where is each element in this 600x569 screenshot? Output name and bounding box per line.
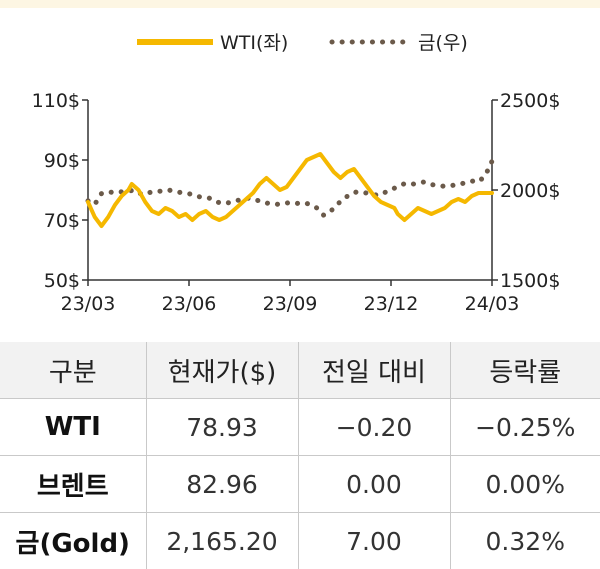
left-tick-label: 50$ [44, 270, 80, 292]
row-change: −0.20 [298, 399, 450, 456]
price-chart: WTI(좌) 금(우) 110$ 90$ 70$ 50$ 2500$ 2000$ 1500… [0, 8, 600, 338]
x-tick-label: 24/03 [465, 293, 520, 315]
x-axis-ticks: 23/03 23/06 23/09 23/12 24/03 [61, 280, 520, 315]
axes [88, 100, 492, 280]
left-tick-label: 110$ [32, 90, 80, 112]
right-tick-label: 2500$ [500, 90, 560, 112]
x-tick-label: 23/12 [364, 293, 419, 315]
header-price: 현재가($) [146, 342, 298, 399]
right-tick-label: 2000$ [500, 180, 560, 202]
left-tick-label: 90$ [44, 150, 80, 172]
legend-label-gold: 금(우) [418, 32, 468, 54]
top-band [0, 0, 600, 8]
header-change: 전일 대비 [298, 342, 450, 399]
table-header-row: 구분 현재가($) 전일 대비 등락률 [0, 342, 600, 399]
price-table: 구분 현재가($) 전일 대비 등락률 WTI 78.93 −0.20 −0.2… [0, 342, 600, 569]
row-name: 브렌트 [0, 456, 146, 513]
x-tick-label: 23/03 [61, 293, 116, 315]
right-tick-label: 1500$ [500, 270, 560, 292]
left-axis-ticks: 110$ 90$ 70$ 50$ [32, 90, 88, 292]
row-rate: 0.00% [450, 456, 600, 513]
header-rate: 등락률 [450, 342, 600, 399]
series-wti [88, 154, 492, 226]
table-row: 브렌트 82.96 0.00 0.00% [0, 456, 600, 513]
x-tick-label: 23/09 [263, 293, 318, 315]
row-price: 82.96 [146, 456, 298, 513]
row-price: 78.93 [146, 399, 298, 456]
table-row: WTI 78.93 −0.20 −0.25% [0, 399, 600, 456]
legend: WTI(좌) 금(우) [137, 32, 468, 54]
series-line-wti [88, 154, 492, 226]
legend-label-wti: WTI(좌) [220, 32, 288, 54]
header-category: 구분 [0, 342, 146, 399]
left-tick-label: 70$ [44, 210, 80, 232]
right-axis-ticks: 2500$ 2000$ 1500$ [492, 90, 560, 292]
row-rate: −0.25% [450, 399, 600, 456]
row-name: WTI [0, 399, 146, 456]
x-tick-label: 23/06 [162, 293, 217, 315]
row-change: 0.00 [298, 456, 450, 513]
